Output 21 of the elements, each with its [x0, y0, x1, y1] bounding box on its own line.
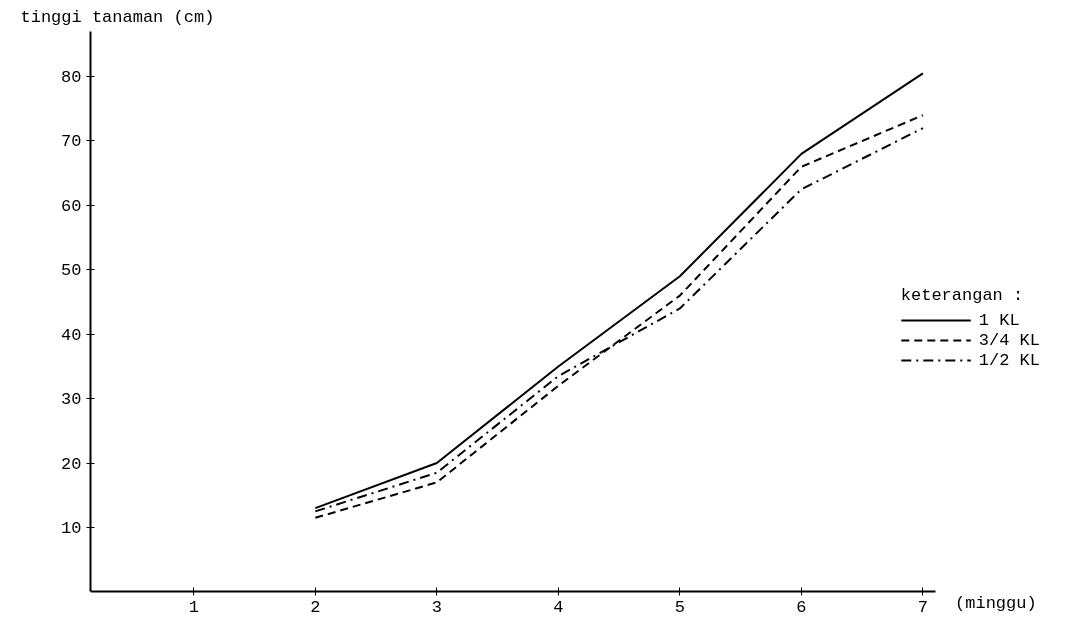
y-axis-title: tinggi tanaman (cm) — [20, 7, 215, 27]
x-tick-label: 4 — [553, 597, 564, 617]
legend-label: 3/4 KL — [978, 330, 1040, 350]
x-tick-label: 7 — [917, 597, 929, 617]
y-tick-label: 10 — [61, 518, 82, 538]
x-tick-label: 5 — [674, 597, 685, 617]
y-tick-label: 30 — [61, 390, 82, 410]
legend-title: keterangan : — [900, 286, 1025, 305]
y-tick-label: 20 — [61, 454, 82, 474]
x-tick-label: 2 — [310, 597, 321, 617]
legend-label: 1/2 KL — [978, 350, 1040, 370]
legend-label: 1 KL — [978, 310, 1020, 330]
y-tick-label: 80 — [61, 68, 82, 88]
y-tick-label: 50 — [61, 261, 82, 281]
x-tick-label: 6 — [796, 597, 807, 617]
x-tick-label: 3 — [431, 597, 442, 617]
x-axis-title: (minggu) — [955, 594, 1037, 614]
x-tick-label: 1 — [188, 597, 199, 617]
y-tick-label: 40 — [61, 325, 82, 345]
y-tick-label: 60 — [61, 196, 82, 216]
y-tick-label: 70 — [61, 132, 82, 152]
